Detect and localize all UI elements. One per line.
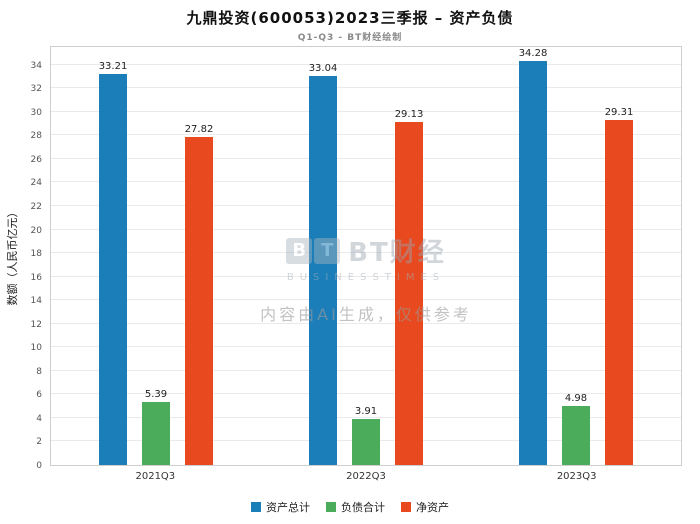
bar [185, 137, 213, 465]
legend-item: 负债合计 [326, 499, 385, 515]
bar-column: 29.31 [605, 107, 633, 465]
bar-value-label: 4.98 [564, 393, 588, 405]
bar-column: 33.21 [99, 61, 127, 465]
y-tick-label: 8 [36, 366, 42, 377]
chart-subtitle: Q1-Q3 - BT财经绘制 [297, 33, 403, 43]
y-tick-label: 22 [30, 201, 42, 212]
legend-swatch [326, 502, 336, 512]
y-tick-label: 10 [30, 343, 42, 354]
legend-item: 净资产 [401, 499, 449, 515]
gridline [51, 228, 681, 230]
legend-label: 负债合计 [341, 501, 385, 514]
gridline [51, 181, 681, 183]
bar [605, 119, 633, 465]
legend-label: 资产总计 [266, 501, 310, 514]
bar [142, 401, 170, 465]
y-axis: 0 2 4 6 8 10 12 14 16 18 20 22 24 26 28 30 32 34 [18, 46, 46, 471]
gridline [51, 369, 681, 371]
bar-column: 33.04 [309, 63, 337, 465]
gridline [51, 157, 681, 159]
bar [99, 73, 127, 465]
y-tick-label: 12 [30, 319, 42, 330]
y-tick-label: 14 [30, 296, 42, 307]
x-axis-label: 2023Q3 [556, 471, 597, 482]
y-tick-label: 16 [30, 272, 42, 283]
gridline [51, 134, 681, 136]
plot-area: 33.21 5.39 27.82 33.04 3.91 29.13 34.28 4.98 29.… [50, 46, 682, 466]
bar [352, 418, 380, 465]
bar-value-label: 29.31 [604, 106, 634, 118]
gridline [51, 275, 681, 277]
y-tick-label: 4 [36, 413, 42, 424]
bar-column: 27.82 [185, 124, 213, 465]
bar-value-label: 5.39 [144, 388, 168, 400]
bar-value-label: 3.91 [354, 405, 378, 417]
bar [395, 122, 423, 465]
bar-value-label: 34.28 [518, 48, 548, 60]
y-tick-label: 0 [36, 461, 42, 471]
y-tick-label: 20 [30, 225, 42, 236]
bar-column: 4.98 [562, 393, 590, 465]
bar-group: 34.28 4.98 29.31 [519, 48, 633, 465]
bar [309, 75, 337, 465]
gridline [51, 63, 681, 65]
x-axis: 2021Q3 2022Q3 2023Q3 [50, 471, 682, 485]
legend-label: 净资产 [416, 501, 449, 514]
bar-column: 29.13 [395, 109, 423, 465]
bar [519, 61, 547, 465]
y-tick-label: 32 [30, 84, 42, 95]
legend: 资产总计 负债合计 净资产 [0, 499, 700, 515]
bar-value-label: 33.04 [308, 62, 338, 74]
bar-value-label: 33.21 [98, 60, 128, 72]
bar-group: 33.04 3.91 29.13 [309, 63, 423, 465]
bar-column: 5.39 [142, 389, 170, 465]
x-axis-label: 2022Q3 [346, 471, 386, 482]
gridline [51, 110, 681, 112]
bar [562, 406, 590, 465]
y-tick-label: 18 [30, 249, 42, 260]
legend-swatch [401, 502, 411, 512]
gridline [51, 87, 681, 89]
y-tick-label: 30 [30, 107, 42, 118]
gridline [51, 204, 681, 206]
bar-column: 34.28 [519, 48, 547, 465]
legend-item: 资产总计 [251, 499, 310, 515]
gridline [51, 299, 681, 301]
y-tick-label: 34 [30, 60, 42, 71]
gridline [51, 393, 681, 395]
gridline [51, 416, 681, 418]
y-tick-label: 26 [30, 154, 42, 165]
y-tick-label: 2 [36, 437, 42, 448]
gridline [51, 322, 681, 324]
bar-group: 33.21 5.39 27.82 [99, 61, 213, 465]
y-tick-label: 6 [36, 390, 42, 401]
legend-swatch [251, 502, 261, 512]
bar-value-label: 29.13 [394, 109, 424, 121]
y-tick-label: 28 [30, 131, 42, 142]
gridline [51, 346, 681, 348]
bar-value-label: 27.82 [184, 124, 214, 136]
y-tick-label: 24 [30, 178, 42, 189]
chart-title: 九鼎投资(600053)2023三季报 – 资产负债 [186, 9, 514, 27]
gridline [51, 252, 681, 254]
x-axis-label: 2021Q3 [135, 471, 176, 482]
bar-column: 3.91 [352, 406, 380, 465]
